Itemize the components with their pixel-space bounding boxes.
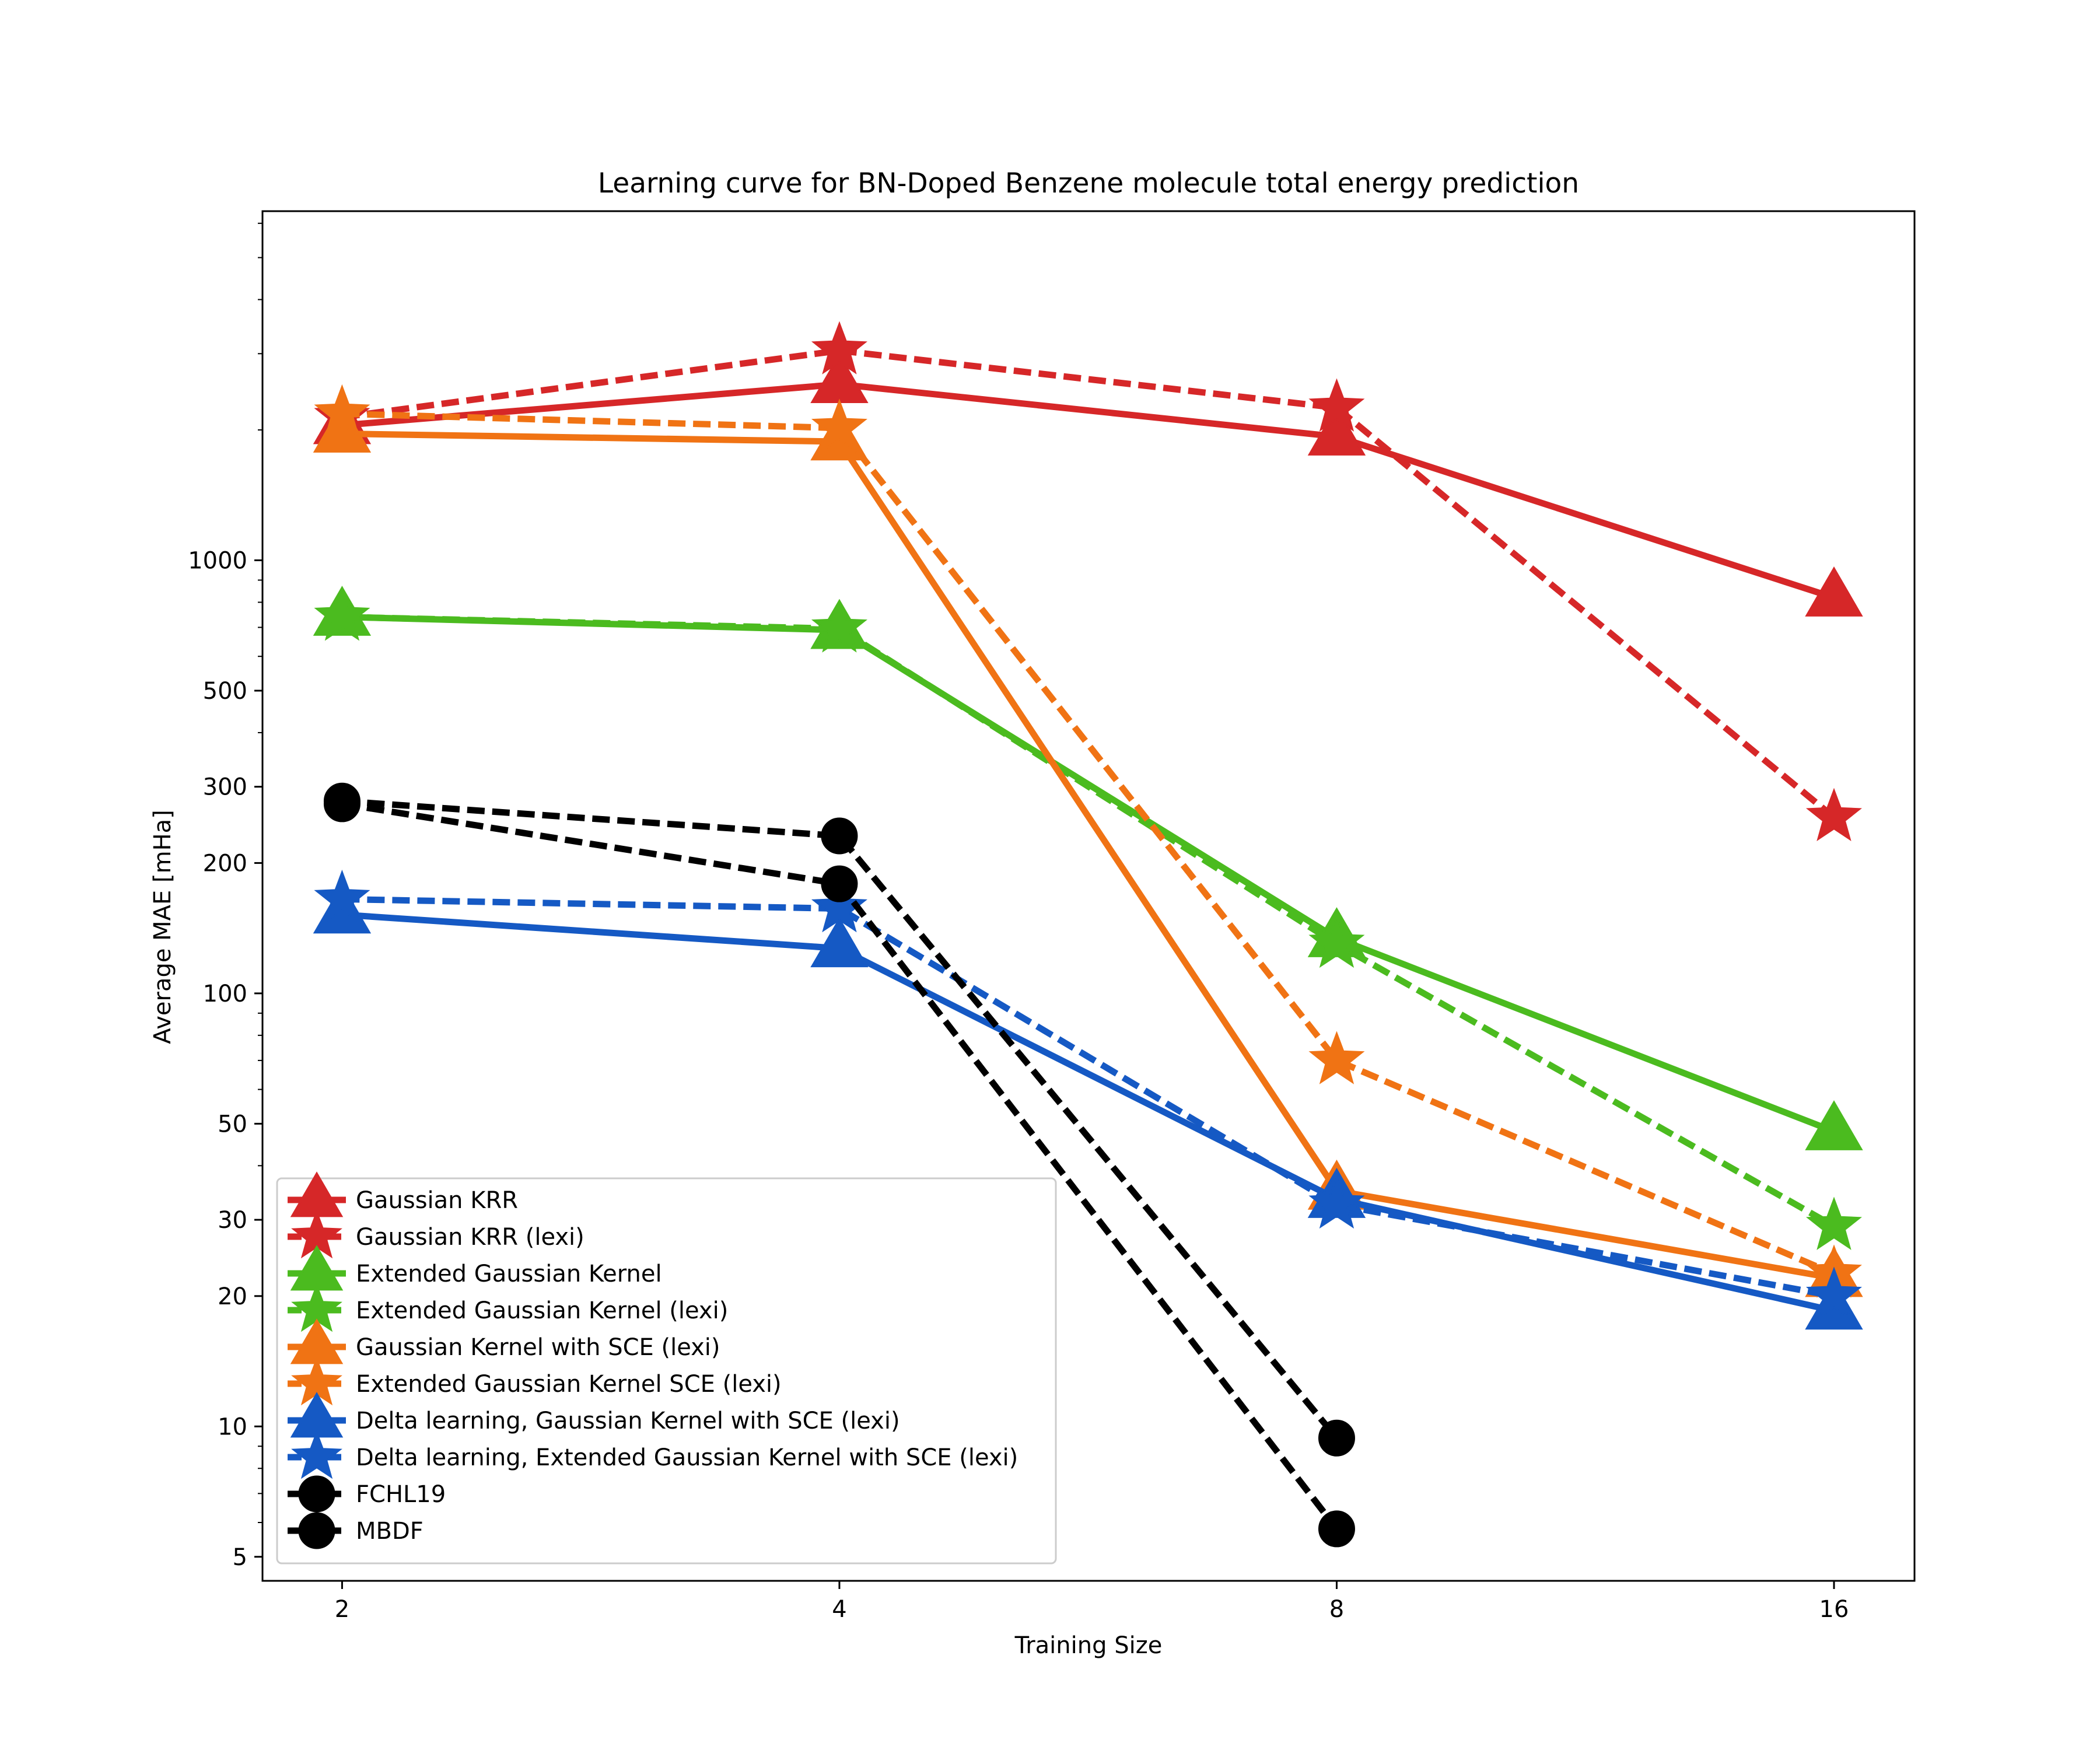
legend-label: Gaussian KRR (lexi) (356, 1224, 584, 1251)
legend-entry: Delta learning, Gaussian Kernel with SCE… (288, 1392, 900, 1438)
data-point (1805, 788, 1862, 841)
legend-entry: Extended Gaussian Kernel (lexi) (288, 1283, 728, 1332)
y-tick-label: 200 (203, 850, 247, 877)
series-line (342, 895, 1835, 1300)
data-point (1308, 1031, 1365, 1084)
series-line (342, 410, 1836, 1277)
y-tick-label: 5 (233, 1544, 247, 1571)
legend-entry: Gaussian Kernel with SCE (lexi) (288, 1318, 720, 1364)
chart-title: Learning curve for BN-Doped Benzene mole… (598, 167, 1579, 200)
series-7 (314, 869, 1862, 1320)
series-line (341, 347, 1836, 820)
y-tick-label: 1000 (188, 548, 247, 575)
data-point (1308, 1175, 1365, 1229)
data-point (811, 599, 867, 653)
series-9 (323, 785, 1355, 1548)
data-point (811, 321, 867, 374)
series-3 (314, 587, 1862, 1250)
x-tick-label: 2 (335, 1596, 349, 1623)
data-point (1308, 914, 1365, 968)
series-line (342, 911, 1835, 1314)
legend-entry: Gaussian KRR (lexi) (288, 1209, 584, 1259)
legend-label: Gaussian Kernel with SCE (lexi) (356, 1334, 720, 1361)
legend-marker (298, 1512, 335, 1549)
data-point (1307, 405, 1366, 456)
data-point (314, 384, 370, 438)
legend-label: Gaussian KRR (356, 1187, 518, 1214)
data-point (811, 879, 867, 933)
axis-ticks: 2 4 8 16 5 10 20 30 50 100 200 300 500 1000 (188, 222, 1849, 1623)
y-tick-label: 50 (218, 1111, 247, 1138)
series-line (341, 381, 1835, 601)
data-point (1805, 1100, 1863, 1150)
data-point (821, 865, 858, 902)
legend-label: MBDF (356, 1518, 424, 1545)
data-point (1805, 1266, 1862, 1320)
legend-entry: FCHL19 (288, 1475, 446, 1513)
y-tick-label: 300 (203, 774, 247, 801)
plot-area (313, 321, 1863, 1548)
data-point (314, 869, 370, 923)
y-tick-label: 30 (218, 1207, 247, 1234)
x-tick-label: 8 (1329, 1596, 1344, 1623)
x-tick-label: 16 (1819, 1596, 1849, 1623)
y-tick-label: 20 (218, 1283, 247, 1310)
series-line (342, 430, 1835, 1282)
axes-border (261, 210, 1916, 1582)
series-line (342, 614, 1836, 1229)
y-tick-label: 10 (218, 1413, 247, 1440)
series-line (342, 797, 1339, 1440)
data-point (821, 817, 858, 855)
legend-marker (291, 1430, 342, 1479)
y-tick-label: 500 (203, 678, 247, 705)
y-tick-label: 100 (203, 981, 247, 1007)
legend-label: Delta learning, Gaussian Kernel with SCE… (356, 1408, 900, 1434)
legend-box (276, 1177, 1057, 1564)
legend: Gaussian KRR Gaussian KRR (lexi) Extended … (276, 1171, 1057, 1564)
data-point (323, 785, 360, 822)
legend-entry: Delta learning, Extended Gaussian Kernel… (288, 1430, 1018, 1479)
legend-label: FCHL19 (356, 1481, 446, 1508)
legend-entry: MBDF (288, 1512, 424, 1549)
x-axis-label: Training Size (1014, 1632, 1163, 1659)
legend-entry: Gaussian KRR (288, 1171, 518, 1217)
x-tick-label: 4 (832, 1596, 846, 1623)
legend-label: Extended Gaussian Kernel (356, 1261, 662, 1287)
data-point (1318, 1510, 1355, 1548)
legend-marker (298, 1475, 335, 1513)
data-point (1805, 1196, 1862, 1250)
data-point (811, 398, 867, 452)
data-point (314, 587, 370, 641)
data-point (1308, 378, 1365, 432)
data-point (1805, 566, 1863, 617)
legend-label: Delta learning, Extended Gaussian Kernel… (356, 1444, 1018, 1471)
data-point (1318, 1419, 1355, 1457)
y-axis-label: Average MAE [mHa] (149, 810, 176, 1044)
axes-frame (261, 210, 1916, 1582)
data-point (810, 917, 869, 968)
legend-label: Extended Gaussian Kernel SCE (lexi) (356, 1371, 782, 1398)
legend-label: Extended Gaussian Kernel (lexi) (356, 1297, 728, 1324)
